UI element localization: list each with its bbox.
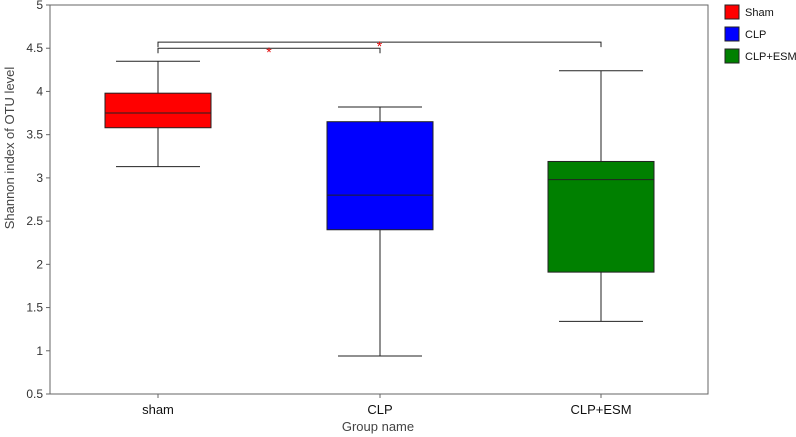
legend-item: CLP+ESM	[724, 48, 796, 64]
iqr-box	[326, 121, 434, 231]
legend: Sham CLP CLP+ESM	[724, 4, 796, 64]
x-axis-title: Group name	[342, 419, 414, 434]
y-tick-label: 3.5	[26, 128, 43, 142]
iqr-box	[104, 92, 212, 129]
legend-item: CLP	[724, 26, 766, 42]
y-axis-title: Shannon index of OTU level	[2, 67, 17, 230]
y-tick-label: 1.5	[26, 301, 43, 315]
box-sham	[104, 60, 212, 168]
legend-label: Sham	[745, 7, 774, 19]
plot-area: * *	[104, 38, 655, 357]
plot-frame	[49, 4, 709, 395]
bracket-line	[157, 41, 602, 48]
legend-swatch	[724, 26, 740, 42]
iqr-box	[547, 160, 655, 273]
x-category-label: sham	[142, 402, 174, 417]
y-tick-label: 2.5	[26, 214, 43, 228]
y-tick-label: 3	[36, 171, 43, 185]
y-tick-label: 4.5	[26, 41, 43, 55]
box-clp-esm	[547, 70, 655, 322]
legend-swatch	[724, 4, 740, 20]
y-tick-label: 1	[36, 344, 43, 358]
significance-bracket: *	[157, 38, 602, 54]
legend-item: Sham	[724, 4, 774, 20]
x-category-label: CLP	[367, 402, 392, 417]
y-tick-label: 0.5	[26, 387, 43, 401]
legend-swatch	[724, 48, 740, 64]
axes-layer: 0.5 1 1.5 2 2.5 3 3.5 4 4.5 5 sham CLP CLP+ESM	[26, 0, 709, 417]
significance-star: *	[377, 38, 383, 54]
significance-bracket: *	[157, 44, 381, 60]
y-tick-label: 5	[36, 0, 43, 12]
bracket-line	[157, 47, 381, 54]
x-category-label: CLP+ESM	[570, 402, 631, 417]
legend-label: CLP+ESM	[745, 51, 796, 63]
y-tick-label: 4	[36, 84, 43, 98]
box-clp	[326, 106, 434, 357]
y-tick-label: 2	[36, 257, 43, 271]
legend-label: CLP	[745, 29, 766, 41]
significance-star: *	[266, 44, 272, 60]
